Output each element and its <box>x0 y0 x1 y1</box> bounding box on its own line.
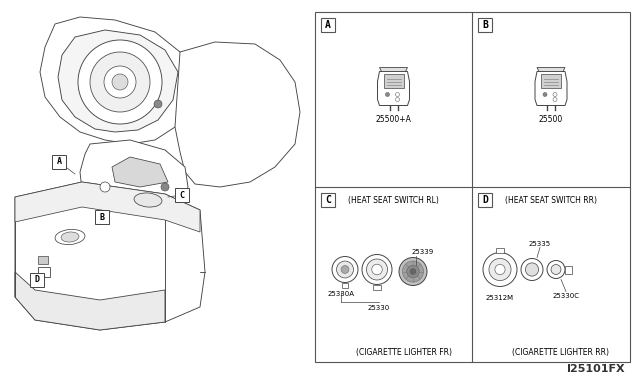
Text: A: A <box>325 20 331 30</box>
Ellipse shape <box>61 232 79 242</box>
Bar <box>30 273 44 287</box>
Circle shape <box>362 254 392 285</box>
Polygon shape <box>40 17 195 144</box>
Circle shape <box>406 265 419 278</box>
Circle shape <box>396 97 399 102</box>
Circle shape <box>489 259 511 280</box>
Text: 25330A: 25330A <box>328 292 355 298</box>
Text: 25312M: 25312M <box>486 295 514 301</box>
Text: C: C <box>179 190 184 199</box>
Bar <box>565 266 572 273</box>
Bar <box>373 285 381 289</box>
Circle shape <box>553 97 557 102</box>
Bar <box>315 12 630 362</box>
Circle shape <box>367 259 387 280</box>
Circle shape <box>551 264 561 275</box>
Circle shape <box>483 253 517 286</box>
Polygon shape <box>378 71 410 106</box>
Circle shape <box>90 52 150 112</box>
Circle shape <box>154 100 162 108</box>
Bar <box>38 256 48 264</box>
Polygon shape <box>380 67 408 71</box>
Polygon shape <box>80 140 188 217</box>
Circle shape <box>521 259 543 280</box>
Text: (HEAT SEAT SWITCH RL): (HEAT SEAT SWITCH RL) <box>348 196 439 205</box>
Text: B: B <box>482 20 488 30</box>
Circle shape <box>372 264 382 275</box>
Text: 25330: 25330 <box>368 305 390 311</box>
Polygon shape <box>535 71 567 106</box>
Bar <box>496 247 504 253</box>
Circle shape <box>112 74 128 90</box>
Text: (CIGARETTE LIGHTER RR): (CIGARETTE LIGHTER RR) <box>513 347 609 356</box>
Text: A: A <box>56 157 61 167</box>
Circle shape <box>399 257 427 285</box>
Text: D: D <box>35 276 40 285</box>
Polygon shape <box>15 182 200 232</box>
Text: D: D <box>482 195 488 205</box>
Ellipse shape <box>134 193 162 207</box>
Circle shape <box>543 93 547 96</box>
Text: C: C <box>325 195 331 205</box>
Text: (CIGARETTE LIGHTER FR): (CIGARETTE LIGHTER FR) <box>355 347 451 356</box>
Circle shape <box>403 261 424 282</box>
Circle shape <box>104 66 136 98</box>
Circle shape <box>396 93 399 96</box>
Text: J25101FX: J25101FX <box>566 364 625 372</box>
Bar <box>478 18 492 32</box>
Bar <box>175 188 189 202</box>
Circle shape <box>525 263 539 276</box>
Bar <box>383 74 403 87</box>
Circle shape <box>495 264 505 275</box>
Circle shape <box>332 257 358 282</box>
Text: 25330C: 25330C <box>552 292 579 298</box>
Circle shape <box>547 260 565 279</box>
Circle shape <box>161 183 169 191</box>
Bar <box>38 267 50 277</box>
Bar <box>342 282 348 288</box>
Text: 25335: 25335 <box>529 241 551 247</box>
Ellipse shape <box>55 230 85 244</box>
Text: 25500+A: 25500+A <box>376 115 412 124</box>
Polygon shape <box>58 30 178 132</box>
Circle shape <box>553 93 557 96</box>
Bar <box>321 193 335 207</box>
Polygon shape <box>15 182 205 330</box>
Text: 25500: 25500 <box>539 115 563 124</box>
Polygon shape <box>15 272 165 330</box>
Text: (HEAT SEAT SWITCH RR): (HEAT SEAT SWITCH RR) <box>505 196 597 205</box>
Bar <box>95 210 109 224</box>
Bar <box>541 74 561 87</box>
Circle shape <box>341 266 349 273</box>
Text: 25339: 25339 <box>412 248 434 254</box>
Circle shape <box>100 182 110 192</box>
Bar <box>52 155 66 169</box>
Polygon shape <box>175 42 300 187</box>
Circle shape <box>385 93 390 96</box>
Text: B: B <box>99 212 104 221</box>
Polygon shape <box>112 157 168 187</box>
Circle shape <box>410 269 416 274</box>
Bar <box>478 193 492 207</box>
Bar <box>321 18 335 32</box>
Circle shape <box>78 40 162 124</box>
Circle shape <box>337 261 353 278</box>
Polygon shape <box>537 67 565 71</box>
